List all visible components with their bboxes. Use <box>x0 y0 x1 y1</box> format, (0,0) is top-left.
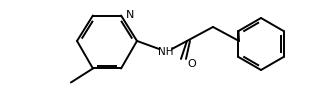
Text: O: O <box>187 59 196 69</box>
Text: NH: NH <box>158 47 174 57</box>
Text: N: N <box>126 9 135 19</box>
